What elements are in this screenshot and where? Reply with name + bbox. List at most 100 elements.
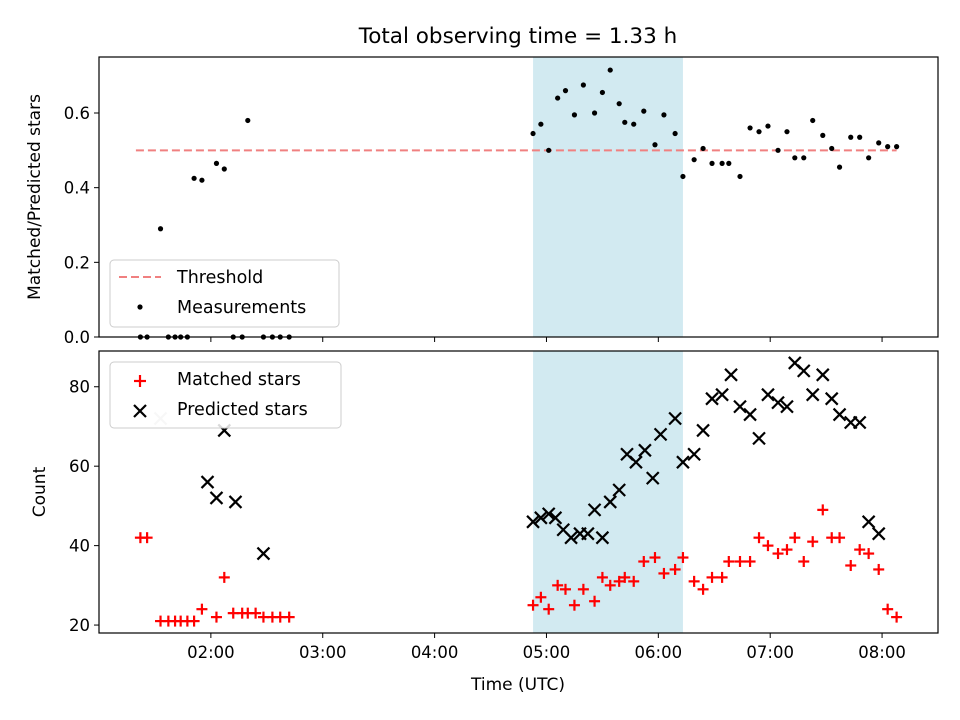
measurement-point [652, 142, 658, 148]
y-tick-label: 60 [69, 457, 90, 476]
top-y-axis-label: Matched/Predicted stars [25, 94, 45, 300]
measurement-point [555, 95, 561, 101]
matched-star-point [863, 548, 875, 560]
legend-predicted-label: Predicted stars [177, 400, 308, 420]
predicted-star-point [548, 511, 563, 525]
predicted-star-point [752, 431, 766, 446]
predicted-star-point [733, 399, 747, 414]
predicted-star-point [526, 515, 540, 529]
matched-star-point [706, 571, 718, 583]
x-axis-label: Time (UTC) [470, 675, 565, 695]
observing-window-highlight [533, 57, 683, 337]
measurement-point [157, 226, 164, 232]
predicted-star-point [587, 503, 602, 517]
matched-star-point [196, 603, 208, 615]
ratio-panel: 0.0 0.2 0.4 0.6 Matched/Predicted stars Thr… [25, 56, 939, 347]
y-tick-label: 0.2 [64, 253, 90, 272]
matched-star-point [762, 540, 774, 552]
measurement-point [784, 129, 790, 135]
measurement-point [820, 132, 826, 138]
matched-star-point [734, 556, 746, 568]
measurement-point [857, 134, 863, 140]
matched-star-point [744, 556, 756, 568]
predicted-star-point [705, 391, 719, 406]
measurement-point [245, 117, 251, 124]
predicted-star-point [861, 515, 876, 529]
measurement-point [848, 134, 854, 140]
matched-star-point [789, 532, 801, 544]
bottom-plot-frame [98, 350, 939, 634]
predicted-star-point [832, 407, 847, 422]
matched-star-point [817, 504, 829, 516]
matched-star-markers [134, 504, 903, 627]
measurement-point [691, 157, 697, 163]
predicted-star-point [668, 411, 682, 426]
y-tick-label: 20 [69, 616, 90, 635]
matched-star-point [589, 595, 601, 607]
matched-star-point [250, 607, 262, 619]
matched-star-point [834, 532, 846, 544]
matched-star-point [535, 591, 547, 603]
predicted-star-point [645, 471, 660, 485]
measurement-point [737, 173, 743, 180]
measurement-point [894, 144, 900, 150]
predicted-star-point [653, 427, 668, 442]
observing-window-highlight-bottom [533, 351, 683, 633]
top-legend: Threshold Measurements [109, 259, 340, 328]
measurement-point [747, 125, 753, 131]
measurement-point [709, 160, 715, 166]
predicted-star-point [676, 455, 690, 469]
measurement-point [876, 140, 882, 146]
matched-star-point [218, 571, 230, 583]
matched-star-point [188, 615, 200, 627]
measurement-point [792, 155, 798, 161]
predicted-star-point [696, 423, 710, 438]
measurement-point [672, 130, 678, 137]
bottom-y-axis-ticks: 20 40 60 80 [69, 378, 99, 635]
matched-star-point [628, 575, 640, 587]
matched-star-point [723, 556, 735, 568]
predicted-star-point [209, 491, 224, 505]
matched-star-point [604, 579, 616, 591]
legend-predicted-swatch [133, 404, 147, 418]
measurement-point [885, 144, 891, 150]
matched-star-point [891, 611, 903, 623]
y-tick-label: 0.0 [64, 328, 90, 347]
top-legend-box [109, 259, 340, 328]
matched-star-point [798, 556, 810, 568]
measurement-point [801, 155, 807, 161]
matched-star-point [781, 544, 793, 556]
matched-star-point [543, 603, 555, 615]
bottom-x-axis-ticks: 02:00 03:00 04:00 05:00 06:00 07:00 08:00 [187, 633, 906, 662]
matched-star-point [716, 571, 728, 583]
measurement-point [756, 129, 762, 135]
predicted-star-point [724, 368, 738, 382]
predicted-star-point [687, 447, 701, 462]
matched-star-point [882, 603, 894, 615]
y-tick-label: 40 [69, 537, 90, 556]
predicted-star-point [771, 395, 785, 410]
matched-star-point [753, 532, 765, 544]
x-tick-label: 04:00 [411, 643, 459, 662]
measurement-point [221, 166, 227, 172]
bottom-y-axis-label: Count [30, 466, 50, 517]
predicted-star-markers [153, 356, 886, 561]
measurement-point [616, 101, 622, 107]
measurement-point [765, 123, 771, 129]
chart-title: Total observing time = 1.33 h [358, 24, 678, 49]
matched-star-point [772, 548, 784, 560]
measurement-point [571, 112, 578, 118]
bottom-legend-box [109, 361, 342, 429]
x-tick-label: 06:00 [635, 643, 683, 662]
predicted-star-point [715, 387, 729, 402]
predicted-star-point [541, 507, 556, 521]
measurement-point [199, 177, 205, 183]
top-x-axis-ticks [210, 337, 883, 342]
predicted-star-point [581, 526, 595, 541]
predicted-star-point [629, 455, 643, 469]
legend-measurement-swatch [137, 304, 143, 310]
matched-star-point [141, 532, 153, 544]
